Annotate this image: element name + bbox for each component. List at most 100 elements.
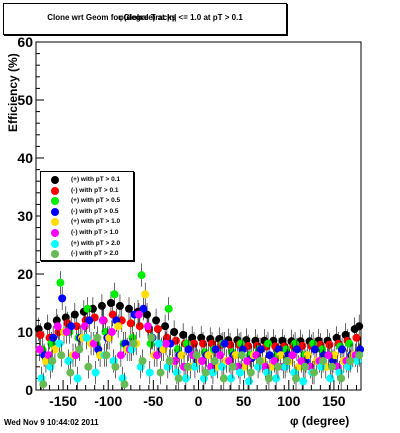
chart-title-overlap: φ(degree) at |η| <= 1.0 at pT > 0.1	[118, 13, 243, 22]
legend-label: (+) with pT > 1.0	[71, 218, 121, 226]
legend-label: (-) with pT > 0.1	[71, 186, 119, 194]
data-point	[325, 340, 334, 349]
data-point	[355, 322, 364, 331]
data-point	[245, 377, 254, 386]
data-point	[174, 374, 183, 383]
data-point	[83, 304, 92, 313]
data-point	[273, 362, 282, 371]
legend-marker	[51, 197, 59, 206]
data-point	[124, 304, 133, 313]
data-point	[138, 357, 147, 365]
data-point	[89, 339, 98, 348]
data-point	[126, 319, 135, 328]
data-point	[217, 362, 226, 371]
x-tick-label: 50	[236, 393, 252, 409]
data-point	[288, 351, 297, 360]
data-point	[139, 304, 148, 313]
y-tick-label: 20	[17, 266, 33, 282]
data-point	[292, 345, 301, 354]
data-point	[141, 290, 150, 299]
data-point	[338, 345, 347, 354]
data-point	[228, 362, 237, 371]
data-point	[204, 351, 213, 360]
data-point	[220, 339, 229, 348]
data-point	[346, 357, 355, 365]
data-point	[345, 339, 354, 348]
data-point	[134, 310, 143, 319]
data-point	[39, 380, 48, 389]
data-point	[270, 357, 279, 365]
data-point	[337, 374, 346, 383]
data-point	[97, 301, 106, 310]
x-tick-label: -100	[94, 393, 122, 409]
data-point	[120, 380, 129, 389]
x-tick-label: 0	[195, 393, 203, 409]
data-point	[301, 362, 310, 371]
data-point	[62, 328, 71, 336]
legend-label: (-) with pT > 1.0	[71, 229, 119, 236]
chart-legend: (+) with pT > 0.1 (-) with pT > 0.1 (+) wi…	[40, 171, 134, 261]
legend-item: (+) with pT > 1.0	[41, 217, 133, 227]
data-point	[137, 271, 146, 280]
data-point	[219, 374, 228, 383]
data-point	[181, 374, 190, 383]
data-point	[225, 357, 234, 365]
y-axis-label: Efficiency (%)	[6, 53, 20, 132]
data-point	[66, 368, 75, 377]
data-point	[330, 351, 339, 360]
x-tick-label: -150	[49, 393, 77, 409]
data-point	[143, 322, 152, 331]
y-tick-label: 0	[25, 382, 33, 398]
data-point	[282, 357, 291, 365]
data-point	[154, 339, 163, 348]
data-point	[80, 322, 89, 331]
legend-item: (-) with pT > 0.5	[41, 207, 133, 217]
x-axis-label: φ (degree)	[290, 414, 350, 428]
data-point	[272, 374, 281, 383]
data-point	[129, 339, 138, 348]
data-point	[236, 368, 245, 377]
data-point	[93, 333, 102, 342]
chart-title-main: Clone wrt Geom for Global Tracks	[47, 13, 177, 22]
data-point	[110, 290, 119, 299]
data-point	[53, 322, 62, 331]
data-point	[58, 294, 67, 303]
data-point	[227, 374, 235, 383]
timestamp: Wed Nov 9 10:44:02 2011	[4, 418, 99, 427]
data-point	[43, 322, 52, 331]
legend-item: (+) with pT > 2.0	[41, 239, 133, 249]
data-point	[310, 345, 319, 354]
data-point	[143, 310, 152, 319]
legend-label: (-) with pT > 2.0	[71, 250, 119, 258]
legend-label: (+) with pT > 0.1	[71, 176, 121, 183]
y-tick-label: 40	[17, 150, 33, 166]
legend-marker	[51, 250, 59, 259]
data-point	[243, 357, 252, 365]
data-point	[108, 310, 117, 319]
data-point	[107, 328, 116, 336]
data-point	[67, 322, 76, 331]
legend-item: (-) with pT > 0.1	[41, 186, 133, 196]
data-point	[50, 345, 59, 354]
legend-marker	[51, 229, 59, 237]
data-point	[190, 362, 199, 371]
legend-label: (-) with pT > 0.5	[71, 207, 119, 215]
data-point	[162, 339, 170, 348]
x-tick-label: -50	[143, 393, 163, 409]
data-point	[199, 339, 208, 348]
y-tick-label: 50	[17, 92, 33, 108]
data-point	[198, 357, 207, 365]
data-point	[179, 330, 188, 339]
data-point	[352, 333, 361, 342]
legend-item: (-) with pT > 2.0	[41, 249, 133, 259]
data-point	[237, 351, 246, 360]
legend-marker	[51, 207, 59, 216]
data-point	[184, 345, 193, 354]
data-point	[98, 316, 107, 325]
data-point	[328, 362, 337, 371]
data-point	[276, 351, 285, 360]
data-point	[156, 368, 165, 377]
data-point	[231, 351, 240, 360]
data-point	[161, 322, 170, 331]
